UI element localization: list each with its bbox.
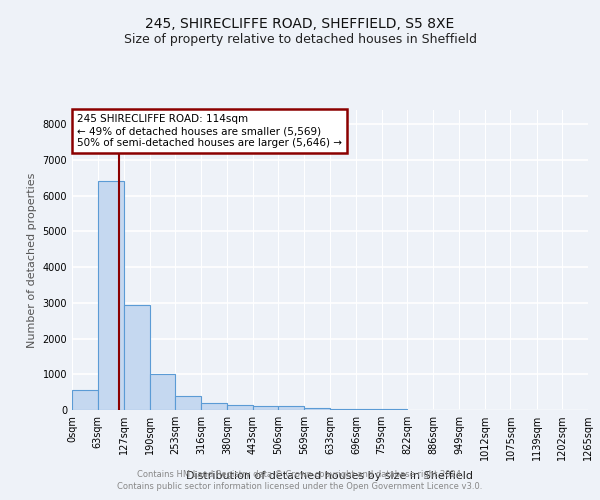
Text: Contains public sector information licensed under the Open Government Licence v3: Contains public sector information licen… [118,482,482,491]
Bar [175,396,201,410]
Bar [278,406,304,410]
Bar [72,390,98,410]
Text: Size of property relative to detached houses in Sheffield: Size of property relative to detached ho… [124,32,476,46]
Bar [304,408,330,410]
Bar [253,406,278,410]
Text: Contains HM Land Registry data © Crown copyright and database right 2024.: Contains HM Land Registry data © Crown c… [137,470,463,479]
Bar [227,404,253,410]
Bar [98,182,124,410]
Text: 245, SHIRECLIFFE ROAD, SHEFFIELD, S5 8XE: 245, SHIRECLIFFE ROAD, SHEFFIELD, S5 8XE [145,18,455,32]
X-axis label: Distribution of detached houses by size in Sheffield: Distribution of detached houses by size … [187,472,473,482]
Bar [124,304,149,410]
Bar [201,403,227,410]
Text: 245 SHIRECLIFFE ROAD: 114sqm
← 49% of detached houses are smaller (5,569)
50% of: 245 SHIRECLIFFE ROAD: 114sqm ← 49% of de… [77,114,342,148]
Bar [330,409,356,410]
Y-axis label: Number of detached properties: Number of detached properties [27,172,37,348]
Bar [149,374,175,410]
